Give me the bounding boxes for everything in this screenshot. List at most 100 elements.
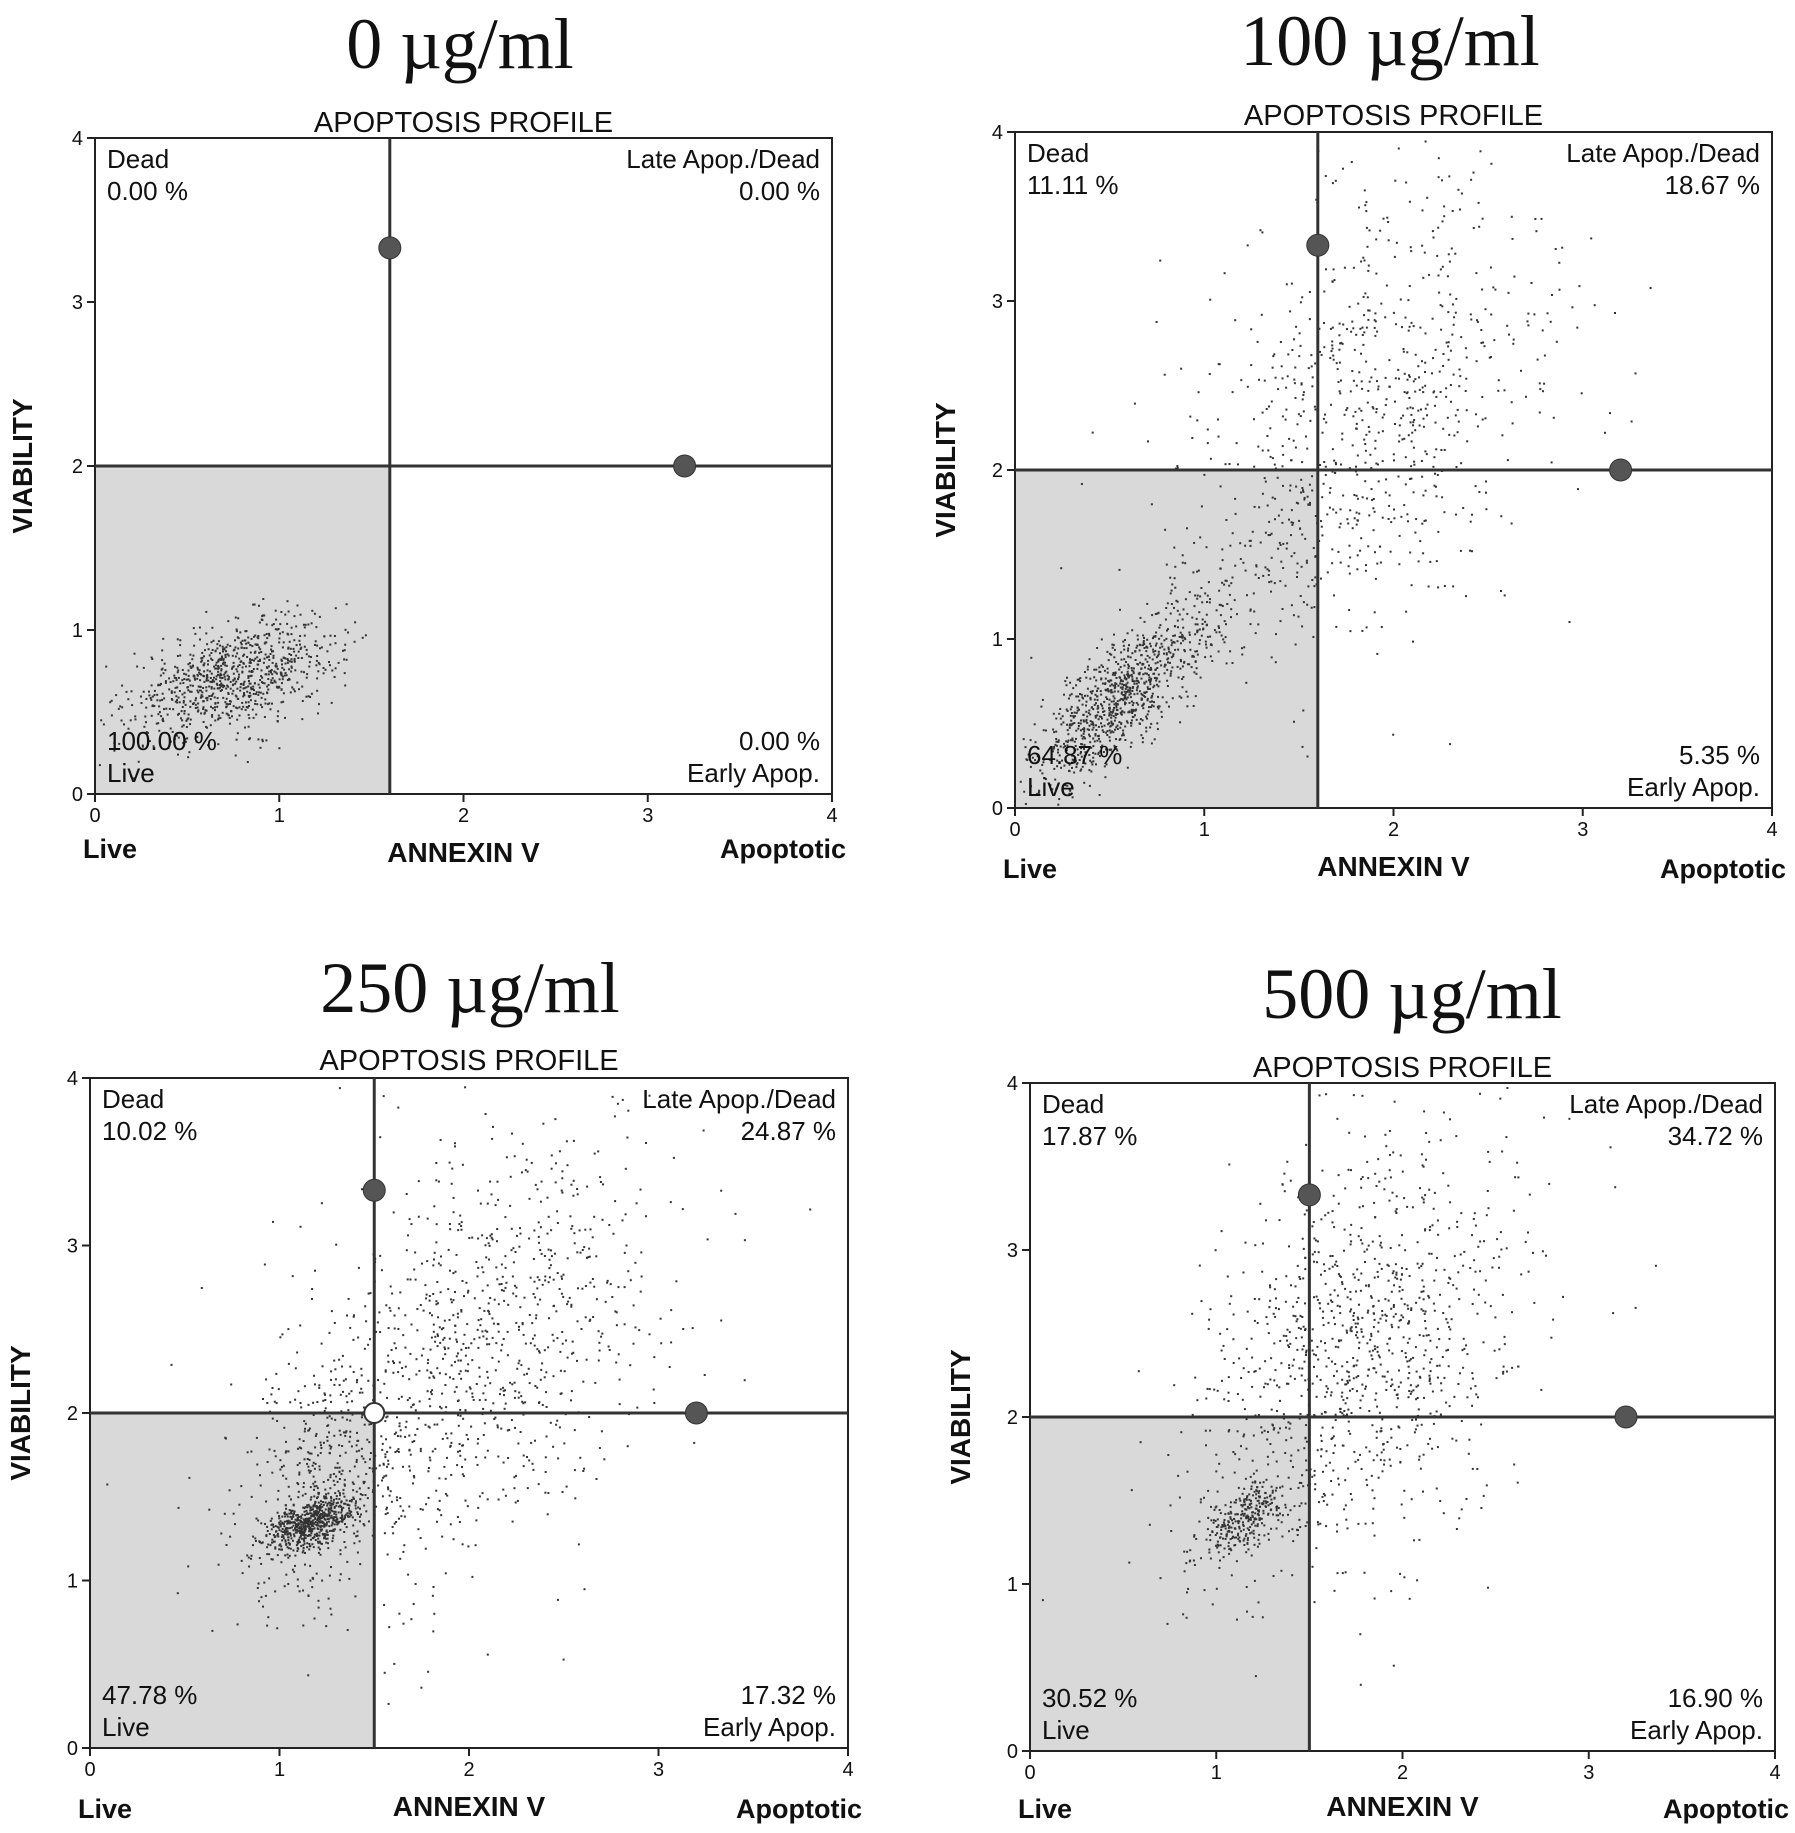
scatter-point — [1089, 690, 1092, 693]
scatter-point — [1381, 430, 1384, 433]
scatter-point — [491, 1238, 494, 1241]
scatter-point — [1500, 590, 1502, 592]
scatter-point — [1244, 544, 1247, 547]
scatter-point — [300, 1447, 303, 1450]
scatter-point — [1159, 624, 1162, 627]
scatter-point — [1178, 695, 1181, 698]
scatter-point — [511, 1275, 514, 1278]
gate-handle-right[interactable] — [1609, 458, 1633, 482]
scatter-point — [315, 1572, 318, 1575]
scatter-point — [343, 1478, 346, 1481]
scatter-point — [1376, 380, 1378, 383]
scatter-point — [1194, 650, 1197, 653]
scatter-point — [330, 1499, 333, 1502]
gate-handle-top[interactable] — [1306, 233, 1330, 257]
scatter-point — [524, 1342, 527, 1345]
scatter-point — [1460, 462, 1463, 465]
scatter-point — [604, 1300, 607, 1303]
scatter-point — [291, 1275, 294, 1278]
scatter-point — [1454, 414, 1457, 417]
scatter-point — [280, 688, 283, 691]
scatter-point — [1192, 705, 1195, 707]
scatter-point — [181, 679, 184, 682]
scatter-point — [1510, 215, 1513, 218]
scatter-point — [547, 1281, 550, 1284]
scatter-point — [1113, 656, 1116, 659]
scatter-point — [1136, 685, 1139, 688]
scatter-point — [1263, 1497, 1266, 1500]
scatter-point — [1324, 175, 1327, 177]
scatter-point — [583, 1246, 586, 1249]
scatter-point — [1181, 678, 1184, 680]
scatter-point — [284, 1533, 287, 1536]
scatter-point — [1144, 666, 1146, 669]
gate-handle-right[interactable] — [684, 1401, 708, 1425]
scatter-point — [1434, 404, 1436, 407]
scatter-point — [1449, 384, 1452, 386]
scatter-point — [288, 653, 291, 655]
scatter-point — [202, 687, 205, 689]
scatter-point — [1111, 691, 1114, 694]
scatter-point — [1125, 685, 1128, 688]
scatter-point — [467, 1289, 470, 1292]
scatter-point — [330, 1497, 333, 1500]
scatter-point — [1029, 739, 1032, 742]
scatter-point — [161, 649, 164, 652]
scatter-point — [1105, 748, 1108, 751]
scatter-point — [601, 1332, 604, 1335]
scatter-point — [1057, 740, 1060, 743]
scatter-point — [252, 693, 255, 695]
scatter-point — [1410, 250, 1413, 253]
scatter-point — [307, 1674, 310, 1677]
scatter-point — [1364, 292, 1367, 295]
scatter-point — [318, 1531, 321, 1534]
scatter-point — [1258, 1542, 1261, 1545]
scatter-point — [1099, 670, 1102, 673]
scatter-point — [1511, 237, 1514, 240]
scatter-point — [271, 1417, 274, 1420]
scatter-point — [606, 1281, 609, 1284]
scatter-point — [1120, 710, 1123, 713]
scatter-point — [573, 1469, 576, 1472]
scatter-point — [1176, 609, 1179, 612]
scatter-point — [314, 1510, 317, 1513]
scatter-point — [292, 1549, 295, 1552]
scatter-point — [313, 1495, 316, 1498]
scatter-point — [460, 1310, 463, 1313]
scatter-point — [1060, 567, 1063, 570]
scatter-point — [505, 1281, 508, 1284]
scatter-point — [1443, 511, 1446, 514]
scatter-point — [1237, 1538, 1240, 1541]
scatter-point — [1208, 601, 1211, 604]
gate-handle-top[interactable] — [362, 1178, 386, 1202]
scatter-point — [448, 1318, 451, 1321]
scatter-point — [1165, 701, 1168, 704]
scatter-point — [597, 1150, 600, 1153]
scatter-point — [578, 1229, 581, 1232]
scatter-point — [355, 1500, 357, 1503]
scatter-point — [1368, 430, 1371, 433]
scatter-point — [1331, 344, 1334, 347]
scatter-point — [234, 639, 236, 642]
scatter-point — [1341, 432, 1344, 435]
scatter-point — [310, 692, 313, 695]
scatter-point — [300, 1515, 302, 1518]
scatter-point — [241, 671, 244, 674]
scatter-point — [335, 1504, 338, 1507]
scatter-point — [1104, 683, 1107, 685]
gate-handle-right[interactable] — [673, 454, 697, 478]
scatter-point — [312, 1482, 315, 1485]
scatter-point — [1119, 608, 1121, 611]
gate-handle-top[interactable] — [378, 236, 402, 260]
scatter-point — [232, 683, 235, 686]
scatter-point — [1091, 763, 1094, 766]
scatter-point — [589, 1281, 592, 1284]
scatter-point — [1449, 293, 1452, 296]
scatter-point — [320, 1444, 322, 1447]
scatter-point — [1097, 687, 1100, 690]
gate-handle-center[interactable] — [363, 1402, 386, 1424]
scatter-point — [435, 1179, 438, 1182]
scatter-point — [1030, 656, 1033, 659]
scatter-point — [323, 1515, 326, 1518]
scatter-point — [1481, 418, 1484, 421]
